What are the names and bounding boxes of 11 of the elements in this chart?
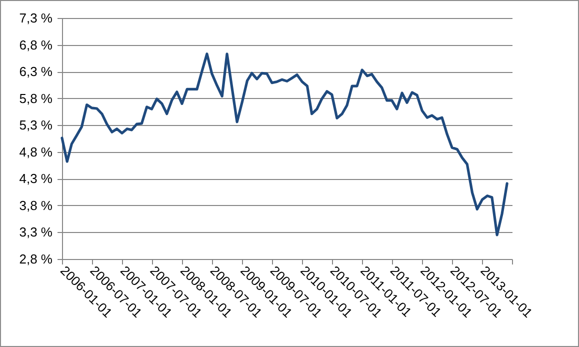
y-tick-label: 5,3 % — [19, 118, 53, 133]
y-tick-label: 4,8 % — [19, 144, 53, 160]
y-tick-label: 3,8 % — [19, 198, 53, 213]
y-tick-label: 3,3 % — [19, 224, 53, 240]
y-tick-label: 4,3 % — [19, 171, 53, 186]
y-tick-label: 5,8 % — [19, 90, 53, 106]
y-tick-label: 2,8 % — [19, 252, 53, 266]
y-tick-label: 7,3 % — [19, 10, 53, 26]
y-tick-label: 6,3 % — [19, 64, 53, 80]
line-series — [60, 52, 508, 236]
y-tick-label: 6,8 % — [19, 37, 53, 52]
